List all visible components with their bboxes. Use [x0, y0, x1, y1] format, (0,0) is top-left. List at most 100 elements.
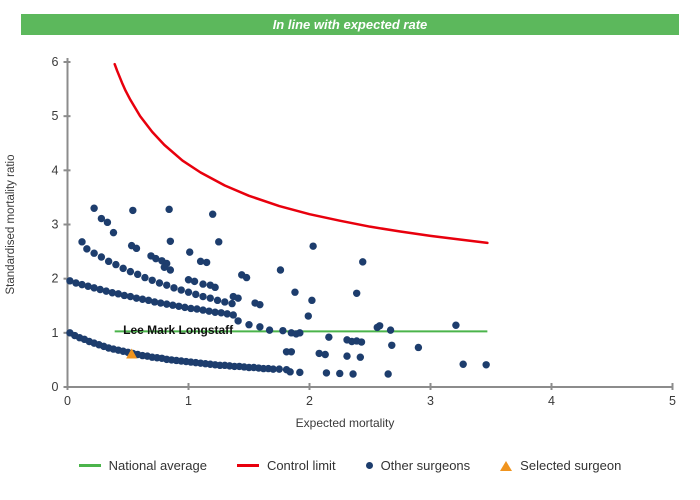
other-surgeon-point[interactable]: [163, 300, 171, 308]
other-surgeon-point[interactable]: [275, 365, 283, 373]
other-surgeon-point[interactable]: [223, 310, 231, 318]
other-surgeon-point[interactable]: [152, 254, 160, 263]
other-surgeon-point[interactable]: [279, 326, 287, 335]
other-surgeon-point[interactable]: [184, 288, 193, 296]
other-surgeon-point[interactable]: [359, 258, 367, 266]
other-surgeon-point[interactable]: [336, 369, 344, 378]
other-surgeon-point[interactable]: [304, 312, 312, 320]
other-surgeon-point[interactable]: [482, 361, 490, 369]
other-surgeon-point[interactable]: [97, 214, 106, 223]
other-surgeon-point[interactable]: [321, 350, 329, 359]
other-surgeon-point[interactable]: [234, 294, 242, 302]
other-surgeon-point[interactable]: [276, 266, 285, 274]
other-surgeon-point[interactable]: [217, 309, 225, 317]
other-surgeon-point[interactable]: [211, 283, 219, 292]
other-surgeon-point[interactable]: [148, 276, 156, 284]
other-surgeon-point[interactable]: [177, 286, 185, 294]
other-surgeon-point[interactable]: [144, 296, 153, 305]
other-surgeon-point[interactable]: [155, 279, 164, 287]
other-surgeon-point[interactable]: [286, 368, 294, 376]
other-surgeon-point[interactable]: [452, 321, 460, 329]
other-surgeon-point[interactable]: [357, 338, 366, 346]
other-surgeon-point[interactable]: [103, 218, 112, 227]
other-surgeon-point[interactable]: [199, 306, 207, 314]
other-surgeon-point[interactable]: [96, 285, 104, 294]
other-surgeon-point[interactable]: [325, 333, 333, 341]
other-surgeon-point[interactable]: [352, 289, 361, 297]
other-surgeon-point[interactable]: [83, 245, 91, 253]
other-surgeon-point[interactable]: [287, 348, 296, 356]
other-surgeon-point[interactable]: [192, 290, 200, 299]
other-surgeon-point[interactable]: [126, 292, 135, 301]
other-surgeon-point[interactable]: [166, 237, 175, 245]
other-surgeon-point[interactable]: [129, 206, 137, 215]
other-surgeon-point[interactable]: [126, 267, 135, 276]
other-surgeon-point[interactable]: [193, 305, 201, 313]
other-surgeon-point[interactable]: [132, 294, 141, 302]
other-surgeon-point[interactable]: [114, 290, 123, 298]
other-surgeon-point[interactable]: [119, 264, 127, 273]
other-surgeon-point[interactable]: [213, 296, 222, 305]
other-surgeon-point[interactable]: [234, 317, 242, 325]
other-surgeon-point[interactable]: [322, 369, 331, 377]
other-surgeon-point[interactable]: [97, 253, 106, 261]
other-surgeon-point[interactable]: [315, 349, 323, 358]
other-surgeon-point[interactable]: [229, 311, 237, 319]
other-surgeon-point[interactable]: [343, 352, 351, 360]
other-surgeon-point[interactable]: [187, 304, 195, 313]
other-surgeon-point[interactable]: [90, 204, 98, 212]
other-surgeon-point[interactable]: [386, 326, 395, 334]
other-surgeon-point[interactable]: [209, 210, 217, 218]
other-surgeon-point[interactable]: [296, 329, 304, 337]
other-surgeon-point[interactable]: [108, 289, 116, 297]
other-surgeon-point[interactable]: [90, 284, 98, 292]
other-surgeon-point[interactable]: [256, 323, 264, 331]
other-surgeon-point[interactable]: [296, 368, 304, 377]
other-surgeon-point[interactable]: [190, 277, 199, 286]
other-surgeon-point[interactable]: [245, 321, 253, 329]
other-surgeon-point[interactable]: [120, 291, 129, 300]
other-surgeon-point[interactable]: [242, 273, 251, 282]
other-surgeon-point[interactable]: [202, 258, 211, 267]
other-surgeon-point[interactable]: [256, 300, 264, 309]
other-surgeon-point[interactable]: [181, 303, 189, 312]
other-surgeon-point[interactable]: [373, 323, 381, 332]
other-surgeon-point[interactable]: [221, 298, 229, 306]
other-surgeon-point[interactable]: [156, 299, 165, 307]
other-surgeon-point[interactable]: [133, 270, 142, 279]
other-surgeon-point[interactable]: [102, 287, 110, 295]
other-surgeon-point[interactable]: [170, 284, 178, 292]
other-surgeon-point[interactable]: [165, 205, 173, 214]
other-surgeon-point[interactable]: [160, 263, 168, 271]
other-surgeon-point[interactable]: [205, 307, 213, 315]
other-surgeon-point[interactable]: [308, 296, 316, 305]
other-surgeon-point[interactable]: [356, 353, 365, 361]
other-surgeon-point[interactable]: [309, 242, 317, 250]
other-surgeon-point[interactable]: [138, 295, 147, 303]
other-surgeon-point[interactable]: [196, 257, 205, 266]
other-surgeon-point[interactable]: [78, 280, 86, 289]
other-surgeon-point[interactable]: [199, 292, 207, 301]
other-surgeon-point[interactable]: [163, 281, 171, 289]
other-surgeon-point[interactable]: [265, 326, 274, 334]
other-surgeon-point[interactable]: [184, 276, 193, 284]
other-surgeon-point[interactable]: [206, 294, 214, 302]
other-surgeon-point[interactable]: [199, 280, 207, 288]
other-surgeon-point[interactable]: [72, 279, 80, 287]
other-surgeon-point[interactable]: [78, 238, 86, 246]
other-surgeon-point[interactable]: [186, 248, 194, 256]
other-surgeon-point[interactable]: [291, 288, 299, 296]
other-surgeon-point[interactable]: [388, 341, 396, 349]
other-surgeon-point[interactable]: [228, 299, 236, 308]
other-surgeon-point[interactable]: [215, 238, 223, 246]
other-surgeon-point[interactable]: [66, 277, 74, 285]
other-surgeon-point[interactable]: [414, 343, 423, 352]
other-surgeon-point[interactable]: [141, 273, 149, 282]
other-surgeon-point[interactable]: [459, 360, 467, 368]
other-surgeon-point[interactable]: [150, 298, 159, 306]
other-surgeon-point[interactable]: [175, 302, 183, 310]
other-surgeon-point[interactable]: [112, 260, 120, 269]
other-surgeon-point[interactable]: [104, 257, 113, 266]
other-surgeon-point[interactable]: [349, 370, 357, 378]
other-surgeon-point[interactable]: [166, 266, 175, 274]
